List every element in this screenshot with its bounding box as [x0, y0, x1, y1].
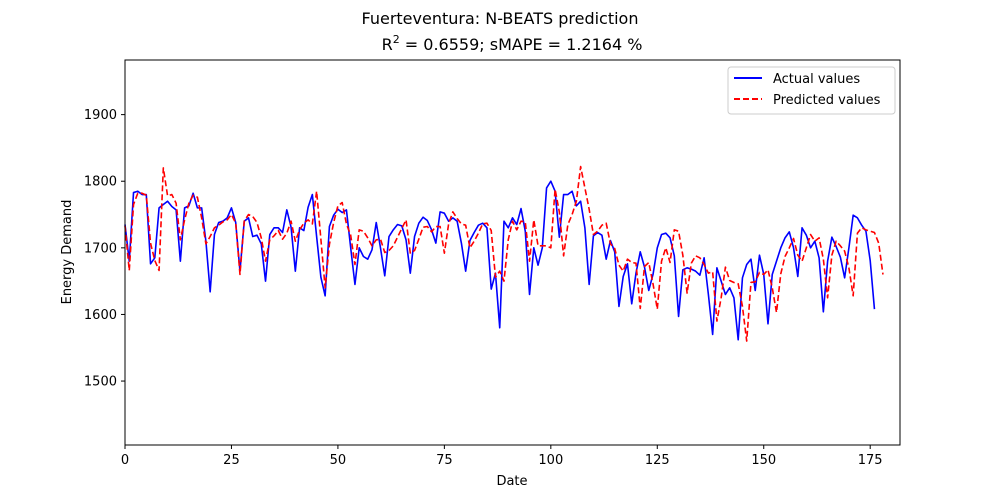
y-tick-label: 1800 [84, 175, 117, 190]
y-tick-label: 1700 [84, 241, 117, 256]
x-tick-label: 75 [436, 453, 453, 468]
subtitle-metrics: = 0.6559; sMAPE = 1.2164 % [400, 35, 643, 54]
y-tick-label: 1900 [84, 108, 117, 123]
x-tick-label: 25 [223, 453, 240, 468]
chart-title: Fuerteventura: N-BEATS prediction [362, 9, 639, 28]
subtitle-superscript: 2 [393, 33, 400, 46]
chart-subtitle: R2 = 0.6559; sMAPE = 1.2164 % [382, 33, 643, 54]
x-tick-label: 50 [330, 453, 347, 468]
subtitle-r: R [382, 35, 393, 54]
series-line-predicted [124, 165, 884, 342]
x-tick-label: 0 [121, 453, 129, 468]
x-tick-label: 150 [751, 453, 776, 468]
legend-box [727, 66, 896, 115]
x-axis-ticks: 0 25 50 75 100 125 150 175 [121, 445, 883, 468]
series-layer [124, 165, 884, 342]
series-line-actual [124, 180, 876, 341]
y-tick-label: 1500 [84, 375, 117, 390]
legend-label-predicted: Predicted values [773, 93, 881, 108]
y-tick-label: 1600 [84, 308, 117, 323]
y-axis-label: Energy Demand [60, 200, 75, 305]
legend: Actual values Predicted values [727, 66, 896, 115]
x-tick-label: 100 [538, 453, 563, 468]
axes-frame [124, 59, 901, 446]
x-tick-label: 125 [645, 453, 670, 468]
legend-label-actual: Actual values [773, 72, 860, 87]
x-tick-label: 175 [858, 453, 883, 468]
plot-area [124, 59, 901, 446]
x-axis-label: Date [496, 474, 527, 489]
y-axis-ticks: 1500 1600 1700 1800 1900 [84, 108, 125, 390]
